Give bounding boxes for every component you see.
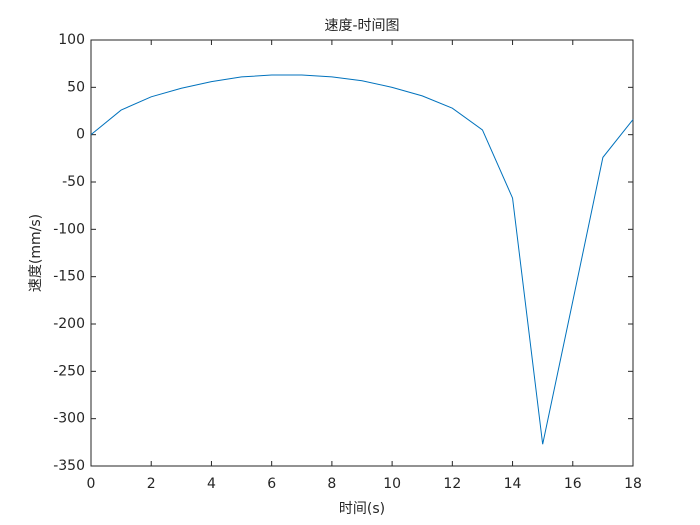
y-tick-label: -50: [62, 174, 85, 190]
y-axis-label: 速度(mm/s): [28, 214, 44, 292]
x-tick-label: 2: [147, 476, 156, 492]
y-tick-label: -150: [53, 269, 85, 285]
x-axis-label: 时间(s): [339, 501, 385, 517]
y-tick-label: 100: [58, 32, 85, 48]
x-tick-label: 0: [87, 476, 96, 492]
x-tick-label: 18: [624, 476, 642, 492]
y-tick-label: -100: [53, 221, 85, 237]
chart-title: 速度-时间图: [324, 18, 399, 34]
x-tick-label: 6: [267, 476, 276, 492]
y-tick-label: 0: [76, 127, 85, 143]
y-tick-label: -350: [53, 458, 85, 474]
plot-frame: [90, 39, 634, 467]
x-tick-label: 12: [443, 476, 461, 492]
y-tick-label: -200: [53, 316, 85, 332]
data-line: [90, 74, 634, 445]
x-tick-label: 14: [504, 476, 522, 492]
x-tick-label: 16: [564, 476, 582, 492]
y-tick-label: -250: [53, 363, 85, 379]
x-tick-label: 10: [383, 476, 401, 492]
x-tick-label: 4: [207, 476, 216, 492]
x-tick-label: 8: [327, 476, 336, 492]
y-tick-label: -300: [53, 411, 85, 427]
y-tick-label: 50: [67, 79, 85, 95]
